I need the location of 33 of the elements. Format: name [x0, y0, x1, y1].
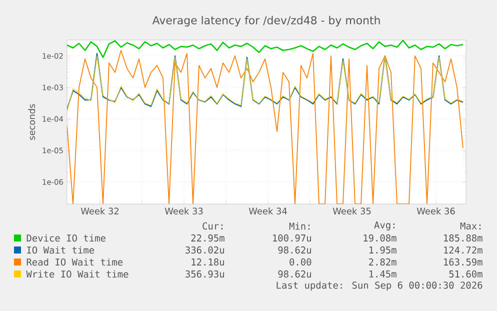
x-tick-label: Week 32: [80, 208, 119, 214]
text: 163.59m: [444, 258, 482, 266]
text: 1.95m: [369, 246, 396, 254]
legend-label: Read IO Wait time: [26, 258, 123, 266]
x-tick-label: Week 36: [416, 208, 455, 214]
text: Max:: [460, 222, 481, 230]
legend-label: IO Wait time: [27, 246, 94, 254]
y-axis-title: seconds: [28, 104, 36, 140]
text: 124.72m: [444, 246, 482, 254]
text: 19.08m: [364, 234, 396, 242]
text: 356.93u: [186, 270, 224, 278]
chart-title: Average latency for /dev/zd48 - by month: [152, 16, 380, 27]
text: 336.02u: [186, 246, 224, 254]
x-tick-label: Week 34: [248, 208, 287, 214]
text: 22.95m: [191, 234, 224, 242]
text: Last update: Sun Sep 6 00:00:30 2026: [276, 281, 482, 291]
line-series: [67, 40, 464, 58]
text: 98.62u: [278, 270, 311, 278]
text: 1.45m: [369, 270, 396, 278]
text: Cur:: [202, 222, 223, 230]
text: Min:: [289, 222, 310, 230]
text: Avg:: [374, 222, 395, 230]
text: 100.97u: [273, 234, 311, 242]
text: 0.00: [290, 258, 312, 266]
text: 2.82m: [369, 258, 396, 266]
text: 185.88m: [444, 234, 482, 242]
x-tick-label: Week 35: [332, 208, 371, 214]
x-tick-label: Week 33: [164, 208, 203, 214]
text: 98.62u: [278, 246, 311, 254]
legend-label: Write IO Wait time: [26, 270, 128, 278]
text: 12.18u: [192, 258, 224, 266]
text: 51.60m: [449, 270, 482, 278]
legend-label: Device IO time: [26, 234, 106, 242]
